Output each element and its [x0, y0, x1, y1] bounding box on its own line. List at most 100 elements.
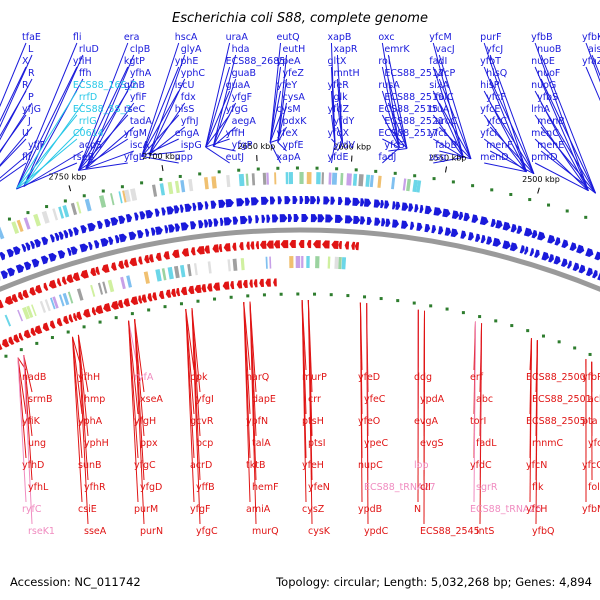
scale-dot [346, 294, 350, 298]
gene-leader-line [0, 114, 27, 152]
gene-label: ypdB [358, 504, 382, 515]
forward-gene-arrow [261, 214, 266, 223]
gene-label: ispG [181, 140, 202, 151]
reverse-gene-arrow [148, 254, 154, 263]
reverse-gene-arrow [141, 294, 147, 303]
reverse-gene-arrow [83, 308, 91, 318]
gene-leader-line [479, 323, 483, 525]
gene-label: yfbK [582, 32, 600, 43]
gene-label: rusA [378, 80, 400, 91]
forward-gene-arrow [174, 223, 180, 232]
forward-gene-arrow [380, 199, 384, 209]
scale-dot [510, 324, 514, 328]
gene-leader-line [78, 114, 129, 171]
forward-feature-block [391, 177, 396, 190]
scale-dot [445, 307, 449, 311]
gene-label: ffh [79, 68, 92, 79]
gene-label: yfbM [582, 504, 600, 515]
forward-gene-arrow [401, 202, 409, 211]
gene-label: menB [537, 116, 565, 127]
gene-label: C0614 [73, 128, 104, 139]
forward-gene-arrow [40, 255, 49, 265]
forward-gene-arrow [310, 214, 318, 223]
reverse-gene-arrow [130, 296, 139, 305]
gene-label: yfdC [470, 460, 492, 471]
scale-dot [296, 292, 300, 296]
gene-leader-line [277, 102, 288, 143]
reverse-gene-arrow [124, 259, 130, 268]
scale-tick-label: 2550 kbp [429, 154, 467, 163]
forward-gene-arrow [437, 226, 444, 235]
scale-dot [461, 311, 465, 315]
reverse-gene-arrow [73, 312, 78, 322]
gene-label: xapB [327, 32, 351, 43]
forward-gene-arrow [34, 238, 41, 248]
forward-gene-arrow [255, 215, 259, 224]
gene-leader-line [540, 54, 597, 194]
gene-label: crr [308, 394, 321, 405]
forward-gene-arrow [49, 234, 55, 243]
forward-gene-arrow [548, 253, 554, 263]
forward-gene-arrow [572, 262, 580, 272]
forward-feature-block [0, 226, 5, 240]
scale-dot [262, 293, 266, 297]
forward-gene-arrow [260, 196, 269, 205]
forward-feature-block [285, 172, 289, 185]
reverse-gene-arrow [223, 243, 231, 252]
gene-label: yfgG [226, 104, 248, 115]
forward-gene-arrow [392, 201, 396, 210]
forward-feature-block [98, 195, 107, 208]
gene-label: nadB [22, 372, 46, 383]
gene-label: yfgP [232, 140, 253, 151]
gene-label: ypeC [364, 438, 388, 449]
reverse-gene-arrow [23, 329, 32, 339]
gene-leader-line [381, 90, 400, 148]
forward-gene-arrow [93, 240, 100, 249]
gene-leader-line [141, 114, 180, 157]
scale-dot [279, 292, 283, 296]
forward-gene-arrow [128, 231, 137, 241]
reverse-gene-arrow [242, 279, 248, 289]
gene-label: yfgF [232, 92, 252, 103]
gene-label: yphE [175, 56, 199, 67]
reverse-feature-block [155, 269, 162, 282]
gene-label: nuoE [531, 56, 555, 67]
forward-gene-arrow [541, 251, 550, 261]
forward-gene-arrow [80, 224, 87, 234]
gene-leader-line [141, 66, 180, 157]
reverse-gene-arrow [117, 299, 124, 309]
reverse-gene-arrow [354, 242, 360, 251]
reverse-gene-arrow [218, 243, 223, 253]
forward-gene-arrow [223, 217, 232, 226]
gene-label: ung [28, 438, 46, 449]
forward-feature-block [306, 172, 312, 185]
gene-leader-line [540, 150, 596, 194]
forward-gene-arrow [155, 226, 163, 235]
scale-dot [471, 184, 475, 188]
reverse-gene-arrow [230, 280, 235, 290]
gene-label: yfgD [140, 482, 162, 493]
gene-label: bcp [196, 438, 213, 449]
reverse-gene-arrow [103, 303, 112, 312]
gene-label: nuoB [537, 44, 561, 55]
gene-label: fadI [429, 56, 447, 67]
reverse-gene-arrow [298, 240, 305, 249]
forward-feature-block [402, 178, 407, 191]
forward-gene-leader-lines [0, 42, 600, 194]
gene-label: N [414, 504, 421, 515]
scale-dot [130, 312, 134, 316]
gene-label: yfdZ [327, 104, 349, 115]
forward-gene-arrow [287, 214, 293, 223]
reverse-gene-arrow [118, 260, 125, 269]
gene-label: hisQ [486, 68, 507, 79]
gene-leader-line [213, 145, 236, 152]
forward-gene-arrow [73, 227, 79, 236]
forward-feature-block [110, 193, 115, 206]
forward-gene-arrow [304, 196, 310, 205]
reverse-gene-arrow [11, 293, 19, 303]
gene-label: yphA [78, 416, 103, 427]
reverse-feature-block [4, 314, 12, 327]
scale-dot [120, 185, 124, 189]
reverse-gene-arrow [29, 287, 37, 296]
gene-label: yfhR [84, 482, 106, 493]
